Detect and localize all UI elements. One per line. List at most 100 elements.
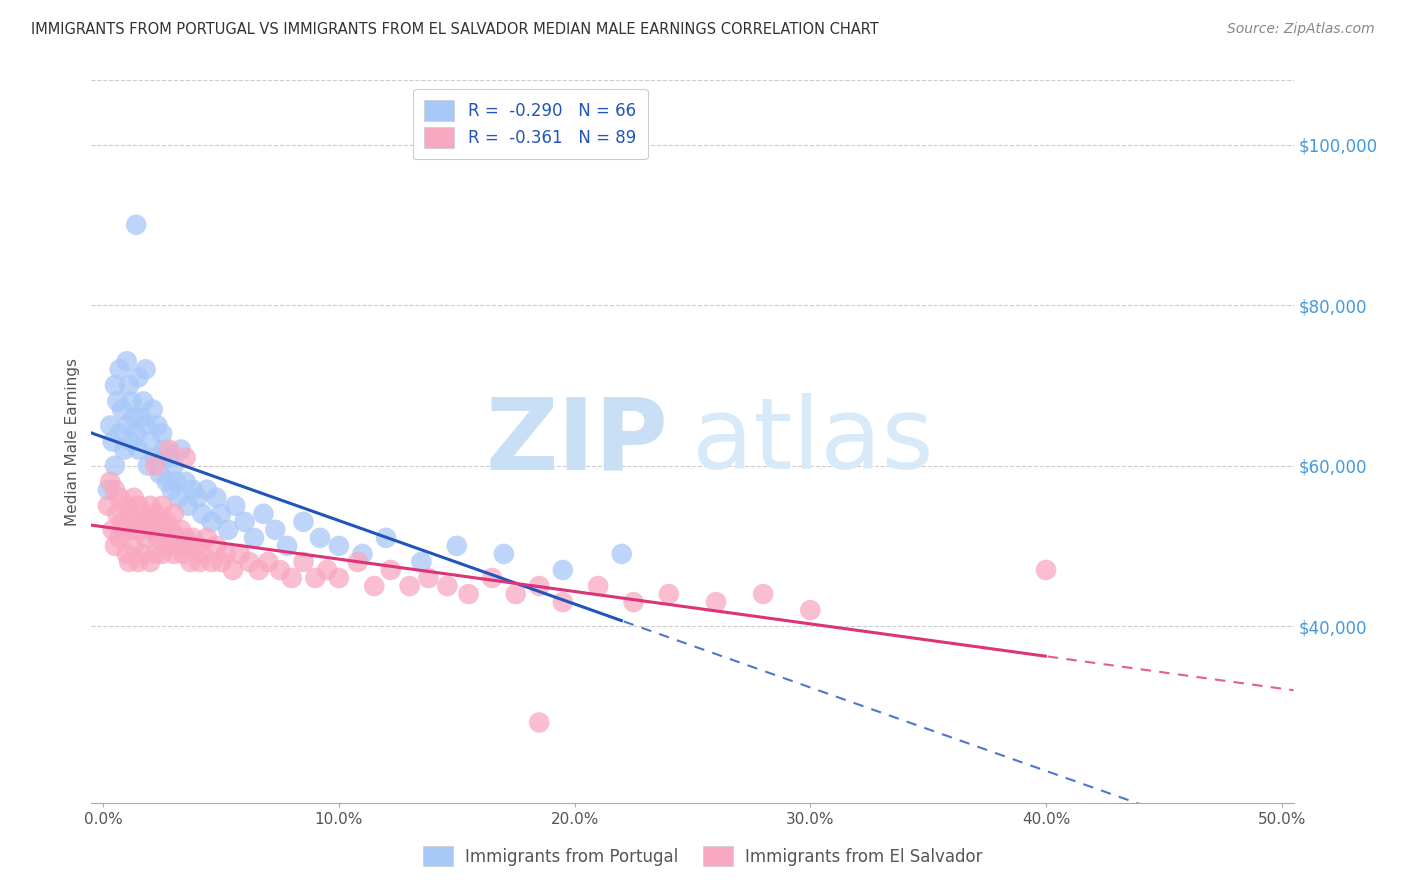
Point [224, 499, 246, 513]
Point [281, 571, 304, 585]
Point [209, 555, 232, 569]
Point [209, 507, 232, 521]
Y-axis label: Median Male Earnings: Median Male Earnings [65, 358, 80, 525]
Point [243, 531, 266, 545]
Point [179, 555, 201, 569]
Point [128, 442, 150, 457]
Point [380, 563, 402, 577]
Point [132, 394, 155, 409]
Point [97, 860, 120, 874]
Point [346, 555, 368, 569]
Point [139, 499, 162, 513]
Point [157, 442, 180, 457]
Point [363, 579, 385, 593]
Point [418, 571, 440, 585]
Point [252, 507, 274, 521]
Point [142, 523, 165, 537]
Point [481, 571, 503, 585]
Point [201, 515, 224, 529]
Text: Source: ZipAtlas.com: Source: ZipAtlas.com [1227, 22, 1375, 37]
Point [229, 547, 252, 561]
Point [177, 539, 200, 553]
Point [181, 483, 204, 497]
Point [150, 426, 173, 441]
Point [118, 507, 141, 521]
Point [174, 475, 197, 489]
Point [108, 491, 131, 505]
Point [108, 362, 131, 376]
Point [135, 531, 157, 545]
Legend: Immigrants from Portugal, Immigrants from El Salvador: Immigrants from Portugal, Immigrants fro… [416, 839, 990, 873]
Point [149, 467, 172, 481]
Point [101, 434, 124, 449]
Point [160, 523, 183, 537]
Point [201, 555, 224, 569]
Point [112, 523, 135, 537]
Point [375, 531, 398, 545]
Point [181, 531, 204, 545]
Point [128, 555, 150, 569]
Point [143, 450, 166, 465]
Point [149, 515, 172, 529]
Point [132, 507, 155, 521]
Point [104, 483, 127, 497]
Point [309, 531, 332, 545]
Point [222, 563, 245, 577]
Point [125, 515, 148, 529]
Point [163, 547, 186, 561]
Point [233, 515, 256, 529]
Point [215, 547, 238, 561]
Point [292, 555, 315, 569]
Point [247, 563, 270, 577]
Point [129, 523, 152, 537]
Point [195, 531, 218, 545]
Point [505, 587, 527, 601]
Point [163, 458, 186, 473]
Point [170, 523, 193, 537]
Point [156, 515, 179, 529]
Point [269, 563, 291, 577]
Point [101, 523, 124, 537]
Point [108, 531, 131, 545]
Point [128, 499, 150, 513]
Point [146, 531, 169, 545]
Point [115, 547, 138, 561]
Point [316, 563, 339, 577]
Point [135, 418, 157, 433]
Point [752, 587, 775, 601]
Point [457, 587, 479, 601]
Point [115, 418, 138, 433]
Legend: R =  -0.290   N = 66, R =  -0.361   N = 89: R = -0.290 N = 66, R = -0.361 N = 89 [413, 88, 648, 160]
Point [205, 491, 228, 505]
Point [217, 523, 239, 537]
Point [111, 402, 134, 417]
Point [205, 539, 228, 553]
Point [610, 547, 633, 561]
Point [120, 523, 143, 537]
Point [125, 426, 148, 441]
Point [304, 571, 326, 585]
Point [132, 547, 155, 561]
Point [150, 499, 173, 513]
Point [122, 410, 145, 425]
Point [551, 595, 574, 609]
Point [292, 515, 315, 529]
Point [120, 394, 143, 409]
Point [191, 507, 214, 521]
Point [120, 434, 143, 449]
Point [264, 523, 287, 537]
Point [143, 507, 166, 521]
Point [153, 442, 176, 457]
Point [165, 531, 187, 545]
Point [160, 483, 183, 497]
Point [352, 547, 374, 561]
Point [136, 458, 159, 473]
Point [143, 547, 166, 561]
Point [156, 475, 179, 489]
Point [105, 507, 128, 521]
Point [623, 595, 645, 609]
Point [135, 362, 157, 376]
Point [97, 483, 120, 497]
Point [136, 515, 159, 529]
Point [177, 499, 200, 513]
